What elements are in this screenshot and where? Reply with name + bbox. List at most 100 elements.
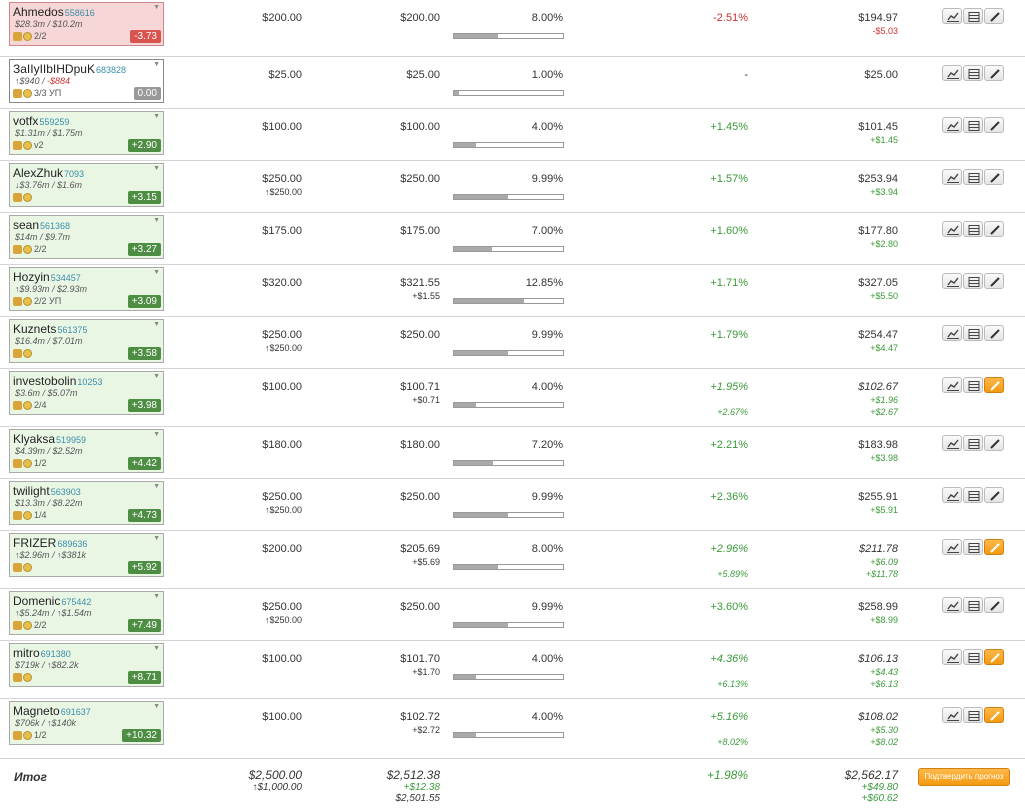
trader-name[interactable]: mitro <box>13 646 40 660</box>
trader-name[interactable]: Kuznets <box>13 322 57 336</box>
chart-button[interactable] <box>942 169 962 185</box>
edit-button[interactable] <box>984 169 1004 185</box>
chart-button[interactable] <box>942 117 962 133</box>
chart-button[interactable] <box>942 435 962 451</box>
table-button[interactable] <box>963 117 983 133</box>
trader-name[interactable]: ЗаIIуIIbIHDpuK <box>13 62 95 76</box>
trader-name-link[interactable]: sean561368 <box>13 218 70 232</box>
trader-card[interactable]: FRIZER689636 ▼ ↑$2.96m / ↑$381k +5.92 <box>9 533 164 577</box>
edit-button[interactable] <box>984 539 1004 555</box>
trader-card[interactable]: twilight563903 ▼ $13.3m / $8.22m 1/4 +4.73 <box>9 481 164 525</box>
trader-name-link[interactable]: votfx559259 <box>13 114 69 128</box>
trader-card[interactable]: investobolin10253 ▼ $3.6m / $5.07m 2/4 +3.98 <box>9 371 164 415</box>
trader-card[interactable]: AlexZhuk7093 ▼ ↓$3.76m / $1.6m +3.15 <box>9 163 164 207</box>
chart-button[interactable] <box>942 65 962 81</box>
table-button[interactable] <box>963 273 983 289</box>
chart-button[interactable] <box>942 221 962 237</box>
trader-name-link[interactable]: investobolin10253 <box>13 374 102 388</box>
table-button[interactable] <box>963 649 983 665</box>
edit-button[interactable] <box>984 8 1004 24</box>
edit-button[interactable] <box>984 487 1004 503</box>
trader-card[interactable]: votfx559259 ▼ $1.31m / $1.75m v2 +2.90 <box>9 111 164 155</box>
edit-button[interactable] <box>984 273 1004 289</box>
edit-button[interactable] <box>984 377 1004 393</box>
table-button[interactable] <box>963 65 983 81</box>
trader-card[interactable]: Ahmedos558616 ▼ $28.3m / $10.2m 2/2 -3.73 <box>9 2 164 46</box>
chart-button[interactable] <box>942 377 962 393</box>
table-button[interactable] <box>963 169 983 185</box>
trader-name[interactable]: sean <box>13 218 40 232</box>
trader-name[interactable]: Domenic <box>13 594 61 608</box>
dropdown-arrow-icon[interactable]: ▼ <box>153 373 160 380</box>
trader-card[interactable]: sean561368 ▼ $14m / $9.7m 2/2 +3.27 <box>9 215 164 259</box>
confirm-forecast-button[interactable]: Подтвердить прогноз <box>918 768 1010 786</box>
trader-name-link[interactable]: Klyaksa519959 <box>13 432 86 446</box>
trader-name-link[interactable]: ЗаIIуIIbIHDpuK683828 <box>13 62 126 76</box>
trader-card[interactable]: Hozyin534457 ▼ ↑$9.93m / $2.93m 2/2 УП +3.09 <box>9 267 164 311</box>
chart-button[interactable] <box>942 8 962 24</box>
dropdown-arrow-icon[interactable]: ▼ <box>153 321 160 328</box>
dropdown-arrow-icon[interactable]: ▼ <box>153 483 160 490</box>
edit-button[interactable] <box>984 325 1004 341</box>
dropdown-arrow-icon[interactable]: ▼ <box>153 217 160 224</box>
table-button[interactable] <box>963 597 983 613</box>
edit-button[interactable] <box>984 649 1004 665</box>
edit-button[interactable] <box>984 597 1004 613</box>
dropdown-arrow-icon[interactable]: ▼ <box>153 431 160 438</box>
dropdown-arrow-icon[interactable]: ▼ <box>153 593 160 600</box>
trader-card[interactable]: Kuznets561375 ▼ $16.4m / $7.01m +3.58 <box>9 319 164 363</box>
trader-name-link[interactable]: twilight563903 <box>13 484 81 498</box>
chart-button[interactable] <box>942 325 962 341</box>
trader-name[interactable]: Klyaksa <box>13 432 56 446</box>
edit-button[interactable] <box>984 65 1004 81</box>
chart-button[interactable] <box>942 649 962 665</box>
trader-card[interactable]: Domenic675442 ▼ ↑$5.24m / ↑$1.54m 2/2 +7.49 <box>9 591 164 635</box>
trader-card[interactable]: mitro691380 ▼ $719k / ↑$82.2k +8.71 <box>9 643 164 687</box>
chart-button[interactable] <box>942 273 962 289</box>
table-button[interactable] <box>963 707 983 723</box>
chart-button[interactable] <box>942 487 962 503</box>
trader-name[interactable]: Hozyin <box>13 270 50 284</box>
edit-button[interactable] <box>984 435 1004 451</box>
table-button[interactable] <box>963 325 983 341</box>
chart-button[interactable] <box>942 539 962 555</box>
table-button[interactable] <box>963 221 983 237</box>
chart-button[interactable] <box>942 597 962 613</box>
trader-name[interactable]: AlexZhuk <box>13 166 64 180</box>
trader-name[interactable]: FRIZER <box>13 536 57 550</box>
table-button[interactable] <box>963 435 983 451</box>
table-button[interactable] <box>963 539 983 555</box>
trader-card[interactable]: Magneto691637 ▼ $706k / ↑$140k 1/2 +10.32 <box>9 701 164 745</box>
dropdown-arrow-icon[interactable]: ▼ <box>153 4 160 11</box>
dropdown-arrow-icon[interactable]: ▼ <box>153 269 160 276</box>
trader-name-link[interactable]: Ahmedos558616 <box>13 5 95 19</box>
table-button[interactable] <box>963 377 983 393</box>
trader-name-link[interactable]: Hozyin534457 <box>13 270 81 284</box>
trader-name[interactable]: investobolin <box>13 374 77 388</box>
table-button[interactable] <box>963 487 983 503</box>
trader-score: +3.27 <box>127 243 161 256</box>
chart-button[interactable] <box>942 707 962 723</box>
trader-name-link[interactable]: Magneto691637 <box>13 704 91 718</box>
dropdown-arrow-icon[interactable]: ▼ <box>153 113 160 120</box>
trader-name-link[interactable]: Kuznets561375 <box>13 322 87 336</box>
trader-name[interactable]: twilight <box>13 484 50 498</box>
trader-name[interactable]: votfx <box>13 114 39 128</box>
edit-button[interactable] <box>984 707 1004 723</box>
trader-card[interactable]: Klyaksa519959 ▼ $4.39m / $2.52m 1/2 +4.42 <box>9 429 164 473</box>
dropdown-arrow-icon[interactable]: ▼ <box>153 165 160 172</box>
dropdown-arrow-icon[interactable]: ▼ <box>153 61 160 68</box>
trader-card[interactable]: ЗаIIуIIbIHDpuK683828 ▼ ↑$940 / -$884 3/3 УП… <box>9 59 164 103</box>
trader-name-link[interactable]: AlexZhuk7093 <box>13 166 84 180</box>
trader-name[interactable]: Magneto <box>13 704 60 718</box>
dropdown-arrow-icon[interactable]: ▼ <box>153 703 160 710</box>
edit-button[interactable] <box>984 117 1004 133</box>
dropdown-arrow-icon[interactable]: ▼ <box>153 535 160 542</box>
dropdown-arrow-icon[interactable]: ▼ <box>153 645 160 652</box>
table-button[interactable] <box>963 8 983 24</box>
trader-name-link[interactable]: Domenic675442 <box>13 594 91 608</box>
trader-name-link[interactable]: FRIZER689636 <box>13 536 87 550</box>
trader-name-link[interactable]: mitro691380 <box>13 646 71 660</box>
edit-button[interactable] <box>984 221 1004 237</box>
trader-name[interactable]: Ahmedos <box>13 5 64 19</box>
